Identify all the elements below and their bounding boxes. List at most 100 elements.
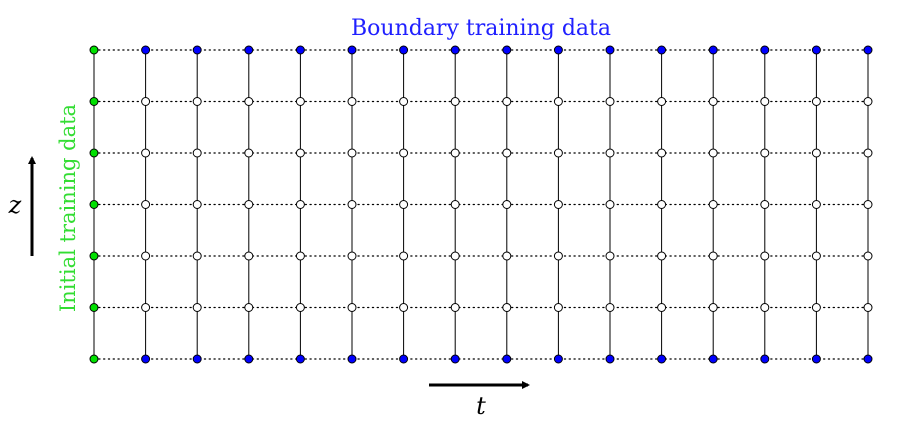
boundary-training-point (811, 45, 821, 55)
interior-collocation-point (141, 97, 151, 106)
interior-collocation-point (657, 97, 667, 106)
boundary-training-point (450, 354, 460, 364)
interior-collocation-point (863, 97, 873, 106)
interior-collocation-point (863, 303, 873, 312)
initial-training-point (89, 354, 99, 364)
interior-collocation-point (450, 97, 460, 106)
interior-collocation-point (192, 251, 202, 261)
interior-collocation-point (863, 200, 873, 209)
interior-collocation-point (605, 200, 615, 209)
boundary-training-point (399, 45, 409, 55)
boundary-training-point (347, 45, 357, 55)
initial-training-point (89, 251, 99, 261)
interior-collocation-point (502, 148, 512, 158)
boundary-training-point (347, 354, 357, 364)
interior-collocation-point (399, 251, 409, 261)
boundary-training-point (295, 354, 305, 364)
z-axis-label: z (8, 191, 22, 219)
initial-training-point (89, 45, 99, 55)
interior-collocation-point (811, 97, 821, 106)
interior-collocation-point (760, 148, 770, 158)
interior-collocation-point (244, 148, 254, 158)
interior-collocation-point (760, 303, 770, 312)
interior-collocation-point (553, 200, 563, 209)
initial-training-point (89, 97, 99, 106)
interior-collocation-point (502, 200, 512, 209)
interior-collocation-point (192, 97, 202, 106)
interior-collocation-point (811, 303, 821, 312)
interior-collocation-point (141, 200, 151, 209)
interior-collocation-point (399, 148, 409, 158)
interior-collocation-point (450, 148, 460, 158)
interior-collocation-point (605, 97, 615, 106)
interior-collocation-point (657, 148, 667, 158)
boundary-training-point (141, 354, 151, 364)
boundary-training-point (553, 354, 563, 364)
boundary-training-point (760, 45, 770, 55)
interior-collocation-point (244, 200, 254, 209)
interior-collocation-point (399, 303, 409, 312)
interior-collocation-point (811, 251, 821, 261)
interior-collocation-point (863, 251, 873, 261)
interior-collocation-point (347, 303, 357, 312)
interior-collocation-point (553, 148, 563, 158)
boundary-training-point (760, 354, 770, 364)
boundary-training-point (863, 354, 873, 364)
interior-collocation-point (347, 200, 357, 209)
interior-collocation-point (450, 251, 460, 261)
initial-training-point (89, 148, 99, 158)
interior-collocation-point (192, 200, 202, 209)
interior-collocation-point (192, 303, 202, 312)
interior-collocation-point (708, 97, 718, 106)
interior-collocation-point (295, 251, 305, 261)
boundary-training-point (708, 354, 718, 364)
interior-collocation-point (502, 303, 512, 312)
interior-collocation-point (760, 97, 770, 106)
boundary-training-point (399, 354, 409, 364)
interior-collocation-point (295, 303, 305, 312)
initial-training-data-label: Initial training data (56, 104, 80, 312)
interior-collocation-point (657, 200, 667, 209)
boundary-training-point (863, 45, 873, 55)
boundary-training-point (244, 354, 254, 364)
interior-collocation-point (605, 148, 615, 158)
interior-collocation-point (553, 303, 563, 312)
boundary-training-point (811, 354, 821, 364)
interior-collocation-point (708, 303, 718, 312)
interior-collocation-point (450, 303, 460, 312)
boundary-training-point (141, 45, 151, 55)
boundary-training-point (502, 354, 512, 364)
boundary-training-point (295, 45, 305, 55)
interior-collocation-point (760, 251, 770, 261)
interior-collocation-point (399, 200, 409, 209)
grid-points (89, 45, 873, 364)
interior-collocation-point (708, 251, 718, 261)
boundary-training-point (502, 45, 512, 55)
interior-collocation-point (553, 97, 563, 106)
interior-collocation-point (295, 148, 305, 158)
initial-training-point (89, 303, 99, 312)
interior-collocation-point (347, 251, 357, 261)
interior-collocation-point (141, 303, 151, 312)
grid-lines (93, 49, 869, 360)
interior-collocation-point (399, 97, 409, 106)
interior-collocation-point (708, 200, 718, 209)
boundary-training-point (708, 45, 718, 55)
interior-collocation-point (347, 97, 357, 106)
interior-collocation-point (295, 97, 305, 106)
interior-collocation-point (192, 148, 202, 158)
interior-collocation-point (502, 251, 512, 261)
interior-collocation-point (811, 200, 821, 209)
boundary-training-point (657, 45, 667, 55)
boundary-training-point (192, 45, 202, 55)
interior-collocation-point (141, 251, 151, 261)
interior-collocation-point (347, 148, 357, 158)
interior-collocation-point (760, 200, 770, 209)
boundary-training-point (244, 45, 254, 55)
interior-collocation-point (141, 148, 151, 158)
boundary-training-point (192, 354, 202, 364)
interior-collocation-point (863, 148, 873, 158)
boundary-training-point (605, 354, 615, 364)
interior-collocation-point (244, 97, 254, 106)
